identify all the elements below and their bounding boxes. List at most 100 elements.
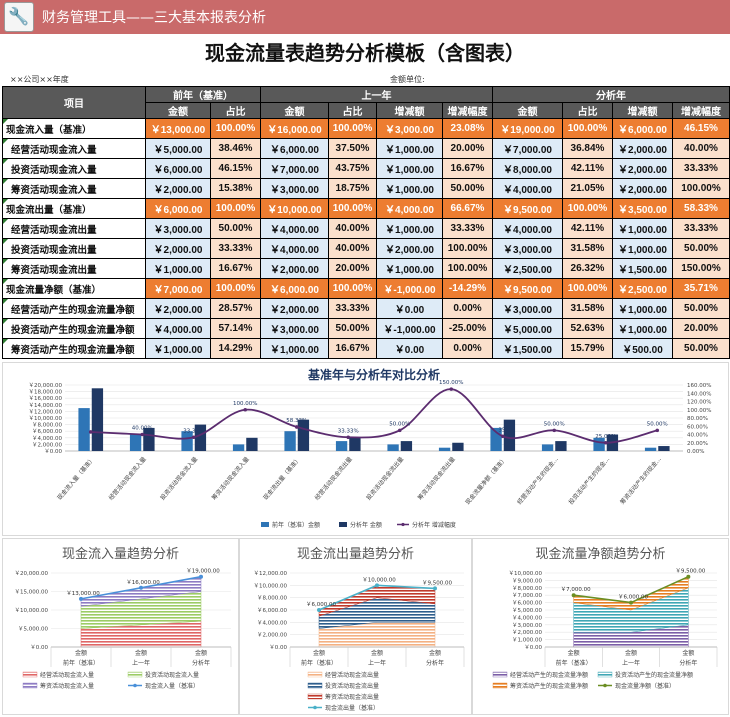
table-cell[interactable]: ￥2,000.00	[612, 138, 673, 159]
table-cell[interactable]: 20.00%	[328, 258, 377, 279]
table-cell[interactable]: 100.00%	[210, 278, 261, 299]
table-cell[interactable]: ￥1,000.00	[376, 218, 443, 239]
table-cell[interactable]: ￥7,000.00	[145, 278, 211, 299]
table-cell[interactable]: ￥1,000.00	[612, 318, 673, 339]
table-cell[interactable]: 100.00%	[562, 118, 613, 139]
table-cell[interactable]: 100.00%	[328, 118, 377, 139]
table-cell[interactable]: 40.00%	[328, 238, 377, 259]
table-cell[interactable]: -25.00%	[442, 318, 493, 339]
table-cell[interactable]: 100.00%	[328, 198, 377, 219]
table-cell[interactable]: 40.00%	[328, 218, 377, 239]
row-label[interactable]: 筹资活动现金流出量	[2, 258, 146, 279]
table-cell[interactable]: ￥3,000.00	[145, 218, 211, 239]
table-cell[interactable]: ￥4,000.00	[145, 318, 211, 339]
table-cell[interactable]: ￥1,000.00	[145, 338, 211, 359]
table-cell[interactable]: 100.00%	[562, 198, 613, 219]
table-cell[interactable]: ￥13,000.00	[145, 118, 211, 139]
table-cell[interactable]: 37.50%	[328, 138, 377, 159]
table-cell[interactable]: 58.33%	[672, 198, 730, 219]
table-cell[interactable]: 40.00%	[672, 138, 730, 159]
table-cell[interactable]: ￥-1,000.00	[376, 318, 443, 339]
table-cell[interactable]: 33.33%	[328, 298, 377, 319]
table-cell[interactable]: 18.75%	[328, 178, 377, 199]
table-cell[interactable]: ￥6,000.00	[260, 138, 329, 159]
table-cell[interactable]: 100.00%	[442, 238, 493, 259]
table-cell[interactable]: ￥2,500.00	[612, 278, 673, 299]
table-cell[interactable]: ￥4,000.00	[260, 218, 329, 239]
table-cell[interactable]: 100.00%	[442, 258, 493, 279]
table-cell[interactable]: 38.46%	[210, 138, 261, 159]
table-cell[interactable]: 46.15%	[210, 158, 261, 179]
table-cell[interactable]: 100.00%	[210, 198, 261, 219]
table-cell[interactable]: ￥0.00	[376, 298, 443, 319]
table-cell[interactable]: 20.00%	[672, 318, 730, 339]
table-cell[interactable]: 100.00%	[562, 278, 613, 299]
row-label[interactable]: 投资活动现金流出量	[2, 238, 146, 259]
table-cell[interactable]: ￥1,500.00	[612, 258, 673, 279]
table-cell[interactable]: ￥1,500.00	[492, 338, 563, 359]
table-cell[interactable]: -14.29%	[442, 278, 493, 299]
row-label[interactable]: 经营活动产生的现金流量净额	[2, 298, 146, 319]
table-cell[interactable]: 28.57%	[210, 298, 261, 319]
table-cell[interactable]: 15.38%	[210, 178, 261, 199]
table-cell[interactable]: 16.67%	[442, 158, 493, 179]
wrench-icon[interactable]: 🔧	[4, 2, 34, 32]
table-cell[interactable]: ￥3,000.00	[492, 238, 563, 259]
table-cell[interactable]: 42.11%	[562, 218, 613, 239]
table-cell[interactable]: ￥6,000.00	[260, 278, 329, 299]
table-cell[interactable]: ￥8,000.00	[492, 158, 563, 179]
table-cell[interactable]: 66.67%	[442, 198, 493, 219]
table-cell[interactable]: 50.00%	[210, 218, 261, 239]
row-label[interactable]: 筹资活动现金流入量	[2, 178, 146, 199]
table-cell[interactable]: 100.00%	[328, 278, 377, 299]
table-cell[interactable]: 26.32%	[562, 258, 613, 279]
row-label[interactable]: 投资活动产生的现金流量净额	[2, 318, 146, 339]
table-cell[interactable]: ￥19,000.00	[492, 118, 563, 139]
table-cell[interactable]: 42.11%	[562, 158, 613, 179]
table-cell[interactable]: ￥2,000.00	[145, 238, 211, 259]
table-cell[interactable]: ￥5,000.00	[492, 318, 563, 339]
table-cell[interactable]: ￥6,000.00	[612, 118, 673, 139]
table-cell[interactable]: ￥7,000.00	[492, 138, 563, 159]
table-cell[interactable]: ￥9,500.00	[492, 198, 563, 219]
row-label[interactable]: 经营活动现金流出量	[2, 218, 146, 239]
table-cell[interactable]: ￥2,000.00	[260, 298, 329, 319]
table-cell[interactable]: ￥4,000.00	[492, 218, 563, 239]
table-cell[interactable]: ￥9,500.00	[492, 278, 563, 299]
table-cell[interactable]: 43.75%	[328, 158, 377, 179]
table-cell[interactable]: ￥2,000.00	[145, 298, 211, 319]
table-cell[interactable]: 14.29%	[210, 338, 261, 359]
table-cell[interactable]: 100.00%	[210, 118, 261, 139]
table-cell[interactable]: ￥1,000.00	[376, 258, 443, 279]
table-cell[interactable]: 33.33%	[672, 158, 730, 179]
table-cell[interactable]: 52.63%	[562, 318, 613, 339]
table-cell[interactable]: 33.33%	[672, 218, 730, 239]
table-cell[interactable]: ￥3,000.00	[260, 178, 329, 199]
table-cell[interactable]: 100.00%	[672, 178, 730, 199]
table-cell[interactable]: ￥4,000.00	[492, 178, 563, 199]
table-cell[interactable]: 35.71%	[672, 278, 730, 299]
table-cell[interactable]: ￥2,000.00	[145, 178, 211, 199]
table-cell[interactable]: 16.67%	[328, 338, 377, 359]
table-cell[interactable]: 46.15%	[672, 118, 730, 139]
table-cell[interactable]: 50.00%	[328, 318, 377, 339]
table-cell[interactable]: ￥1,000.00	[376, 178, 443, 199]
table-cell[interactable]: 50.00%	[672, 238, 730, 259]
table-cell[interactable]: 0.00%	[442, 298, 493, 319]
table-cell[interactable]: ￥2,500.00	[492, 258, 563, 279]
row-label[interactable]: 现金流量净额（基准）	[2, 278, 146, 299]
table-cell[interactable]: 31.58%	[562, 238, 613, 259]
table-cell[interactable]: 31.58%	[562, 298, 613, 319]
row-label[interactable]: 经营活动现金流入量	[2, 138, 146, 159]
row-label[interactable]: 投资活动现金流入量	[2, 158, 146, 179]
row-label[interactable]: 现金流入量（基准）	[2, 118, 146, 139]
table-cell[interactable]: 0.00%	[442, 338, 493, 359]
table-cell[interactable]: ￥16,000.00	[260, 118, 329, 139]
table-cell[interactable]: 23.08%	[442, 118, 493, 139]
row-label[interactable]: 筹资活动产生的现金流量净额	[2, 338, 146, 359]
table-cell[interactable]: 36.84%	[562, 138, 613, 159]
row-label[interactable]: 现金流出量（基准）	[2, 198, 146, 219]
table-cell[interactable]: ￥0.00	[376, 338, 443, 359]
table-cell[interactable]: ￥1,000.00	[612, 238, 673, 259]
table-cell[interactable]: ￥6,000.00	[145, 158, 211, 179]
